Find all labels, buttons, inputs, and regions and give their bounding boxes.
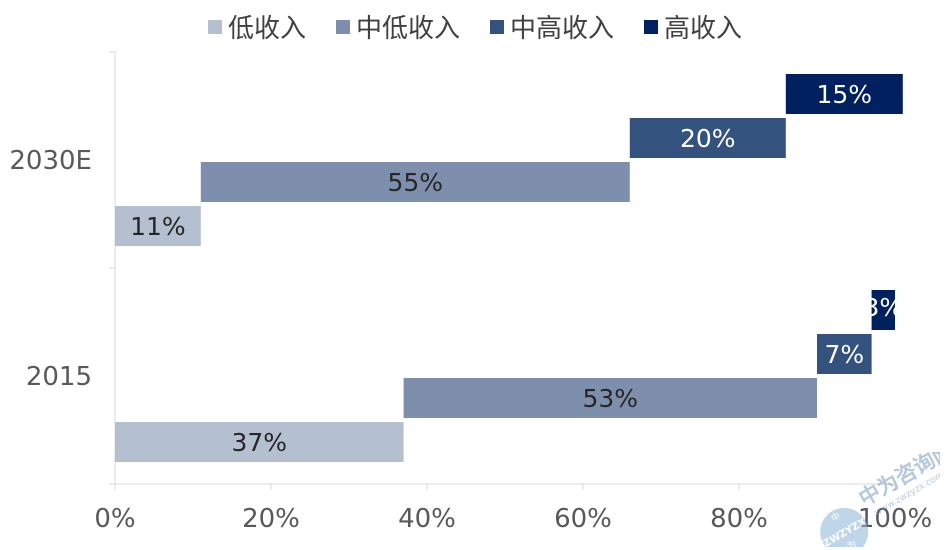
bar-segment: [785, 74, 903, 114]
data-label: 55%: [388, 168, 444, 197]
legend-label-lower-middle-income: 中低收入: [356, 14, 461, 44]
bar-segment: [871, 290, 895, 330]
bar-segment: [115, 206, 201, 246]
bar-segment: [403, 378, 817, 418]
bar-segment: [629, 118, 786, 158]
legend-label-upper-middle-income: 中高收入: [510, 14, 615, 44]
data-label: 11%: [130, 212, 186, 241]
legend-item-high-income: 高收入: [644, 8, 742, 45]
x-tick-label: 60%: [554, 504, 612, 534]
x-tick-label: 40%: [398, 504, 456, 534]
y-tick-label: 2015: [26, 362, 92, 392]
legend-swatch-upper-middle-income: [490, 19, 505, 34]
x-tick-label: 0%: [94, 504, 135, 534]
legend-swatch-high-income: [644, 19, 659, 34]
bar-segment: [817, 334, 872, 374]
x-tick-label: 100%: [858, 504, 932, 534]
legend-item-upper-middle-income: 中高收入: [490, 8, 614, 45]
x-tick-label: 20%: [242, 504, 300, 534]
legend-item-low-income: 低收入: [208, 8, 306, 45]
bar-segment: [115, 422, 404, 462]
data-label: 15%: [817, 80, 873, 109]
data-label: 7%: [824, 340, 864, 369]
legend-label-low-income: 低收入: [228, 14, 307, 44]
legend-swatch-lower-middle-income: [336, 19, 351, 34]
legend-label-high-income: 高收入: [664, 14, 743, 44]
legend-swatch-low-income: [208, 19, 222, 34]
x-tick-label: 80%: [710, 504, 768, 534]
y-tick-label: 2030E: [9, 146, 92, 176]
data-label: 53%: [583, 384, 639, 413]
legend-item-lower-middle-income: 中低收入: [336, 8, 460, 45]
legend: 低收入 中低收入 中高收入 高收入: [208, 8, 742, 45]
data-label: 3%: [863, 293, 903, 322]
data-label: 20%: [680, 124, 736, 153]
bar-segment: [200, 162, 630, 202]
data-label: 37%: [232, 428, 288, 457]
